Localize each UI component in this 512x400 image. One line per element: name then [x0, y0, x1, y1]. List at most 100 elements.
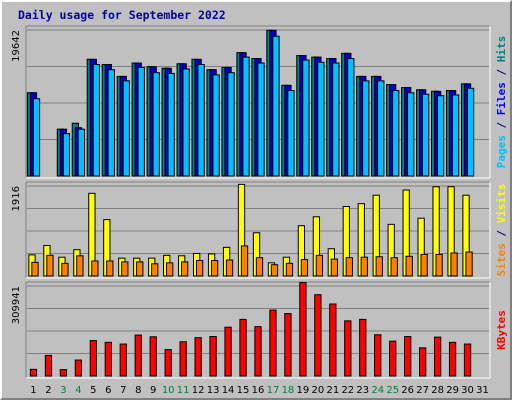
- bar-kbytes-12: [194, 337, 202, 377]
- bar-sites-3: [61, 262, 69, 277]
- bar-pages-24: [377, 80, 385, 177]
- x-tick-label: 1: [30, 385, 36, 396]
- bar-kbytes-8: [134, 334, 142, 377]
- bar-sites-4: [76, 255, 84, 277]
- x-tick-label: 3: [60, 385, 66, 396]
- bar-kbytes-27: [419, 347, 427, 377]
- y-max-label: 1916: [11, 186, 22, 211]
- bar-sites-30: [465, 251, 473, 277]
- x-tick-label: 15: [237, 385, 250, 396]
- bar-pages-27: [422, 93, 430, 177]
- x-tick-label: 6: [105, 385, 111, 396]
- bar-kbytes-6: [104, 341, 112, 377]
- bar-kbytes-10: [164, 349, 172, 377]
- y-max-label: 19642: [11, 30, 22, 62]
- bar-pages-5: [92, 64, 100, 177]
- x-tick-label: 14: [222, 385, 235, 396]
- bar-sites-24: [375, 256, 383, 277]
- legend-part: Sites: [495, 243, 508, 276]
- legend-part: /: [495, 223, 508, 243]
- x-tick-label: 25: [386, 385, 399, 396]
- bar-sites-6: [106, 260, 114, 277]
- bar-sites-28: [435, 253, 443, 277]
- bar-pages-23: [362, 80, 370, 177]
- x-tick-label: 21: [326, 385, 339, 396]
- x-tick-label: 9: [150, 385, 156, 396]
- legend-part: /: [495, 115, 508, 135]
- legend-part: Visits: [495, 184, 508, 224]
- x-tick-label: 17: [267, 385, 280, 396]
- x-tick-label: 26: [401, 385, 414, 396]
- x-tick-label: 5: [90, 385, 96, 396]
- x-tick-label: 19: [297, 385, 310, 396]
- chart-title: Daily usage for September 2022: [18, 8, 226, 22]
- x-tick-label: 16: [252, 385, 265, 396]
- bar-pages-28: [436, 95, 445, 177]
- series-legend: Pages / Files / Hits: [495, 36, 508, 169]
- bar-sites-21: [330, 258, 338, 277]
- bar-kbytes-16: [254, 326, 262, 377]
- bar-sites-2: [46, 254, 54, 277]
- bar-sites-27: [420, 253, 428, 277]
- bar-sites-29: [450, 252, 458, 277]
- series-legend: Sites / Visits: [495, 184, 508, 277]
- legend-part: /: [495, 62, 508, 82]
- bar-pages-6: [107, 69, 115, 177]
- bar-sites-8: [136, 261, 144, 277]
- x-tick-label: 7: [120, 385, 126, 396]
- bar-kbytes-15: [239, 318, 247, 377]
- bar-kbytes-25: [389, 340, 397, 377]
- x-axis-labels: 1 2 3 4 5 6 7 8 9 10 11 12 13 14 15 16 17 18 19 20 21 22 23 24 2…: [30, 385, 489, 396]
- x-tick-label: 27: [416, 385, 429, 396]
- bar-sites-19: [300, 259, 309, 277]
- bar-kbytes-11: [179, 341, 187, 377]
- x-tick-label: 31: [476, 385, 489, 396]
- bar-kbytes-18: [284, 313, 292, 377]
- bar-kbytes-13: [209, 336, 217, 377]
- legend-part: Hits: [495, 36, 508, 63]
- bar-sites-26: [405, 255, 413, 277]
- x-tick-label: 28: [431, 385, 444, 396]
- legend-part: Files: [495, 82, 508, 115]
- bar-pages-13: [212, 74, 220, 177]
- bar-pages-10: [167, 72, 175, 177]
- bar-sites-18: [285, 262, 294, 277]
- bar-pages-19: [302, 59, 310, 177]
- bar-pages-8: [137, 66, 145, 177]
- bar-sites-17: [270, 264, 279, 277]
- bar-sites-22: [345, 257, 353, 277]
- x-tick-label: 13: [207, 385, 220, 396]
- bar-pages-21: [332, 62, 340, 177]
- legend-part: KBytes: [495, 310, 508, 350]
- x-tick-label: 30: [461, 385, 474, 396]
- bar-pages-25: [392, 90, 400, 177]
- bar-sites-16: [255, 257, 264, 277]
- bar-kbytes-17: [269, 309, 277, 377]
- bar-pages-20: [317, 61, 325, 177]
- bar-kbytes-23: [359, 318, 367, 377]
- bar-sites-23: [360, 256, 368, 277]
- bar-kbytes-19: [299, 282, 307, 377]
- bar-pages-9: [152, 72, 160, 177]
- bar-sites-15: [240, 245, 249, 277]
- bar-kbytes-5: [89, 340, 97, 377]
- x-tick-label: 12: [192, 385, 205, 396]
- bar-pages-1: [32, 98, 41, 177]
- bar-sites-12: [195, 259, 204, 277]
- bar-kbytes-29: [448, 341, 457, 377]
- bar-pages-4: [77, 128, 86, 177]
- x-tick-label: 20: [312, 385, 325, 396]
- bar-pages-16: [257, 62, 265, 177]
- bar-kbytes-28: [433, 336, 442, 377]
- bar-kbytes-30: [463, 343, 472, 377]
- legend-part: Pages: [495, 135, 508, 168]
- bar-kbytes-1: [29, 368, 38, 377]
- bar-pages-15: [242, 56, 250, 177]
- x-tick-label: 29: [446, 385, 459, 396]
- bar-kbytes-24: [374, 334, 382, 377]
- bar-kbytes-22: [344, 320, 352, 377]
- bar-sites-5: [91, 260, 99, 277]
- bar-sites-10: [166, 262, 174, 277]
